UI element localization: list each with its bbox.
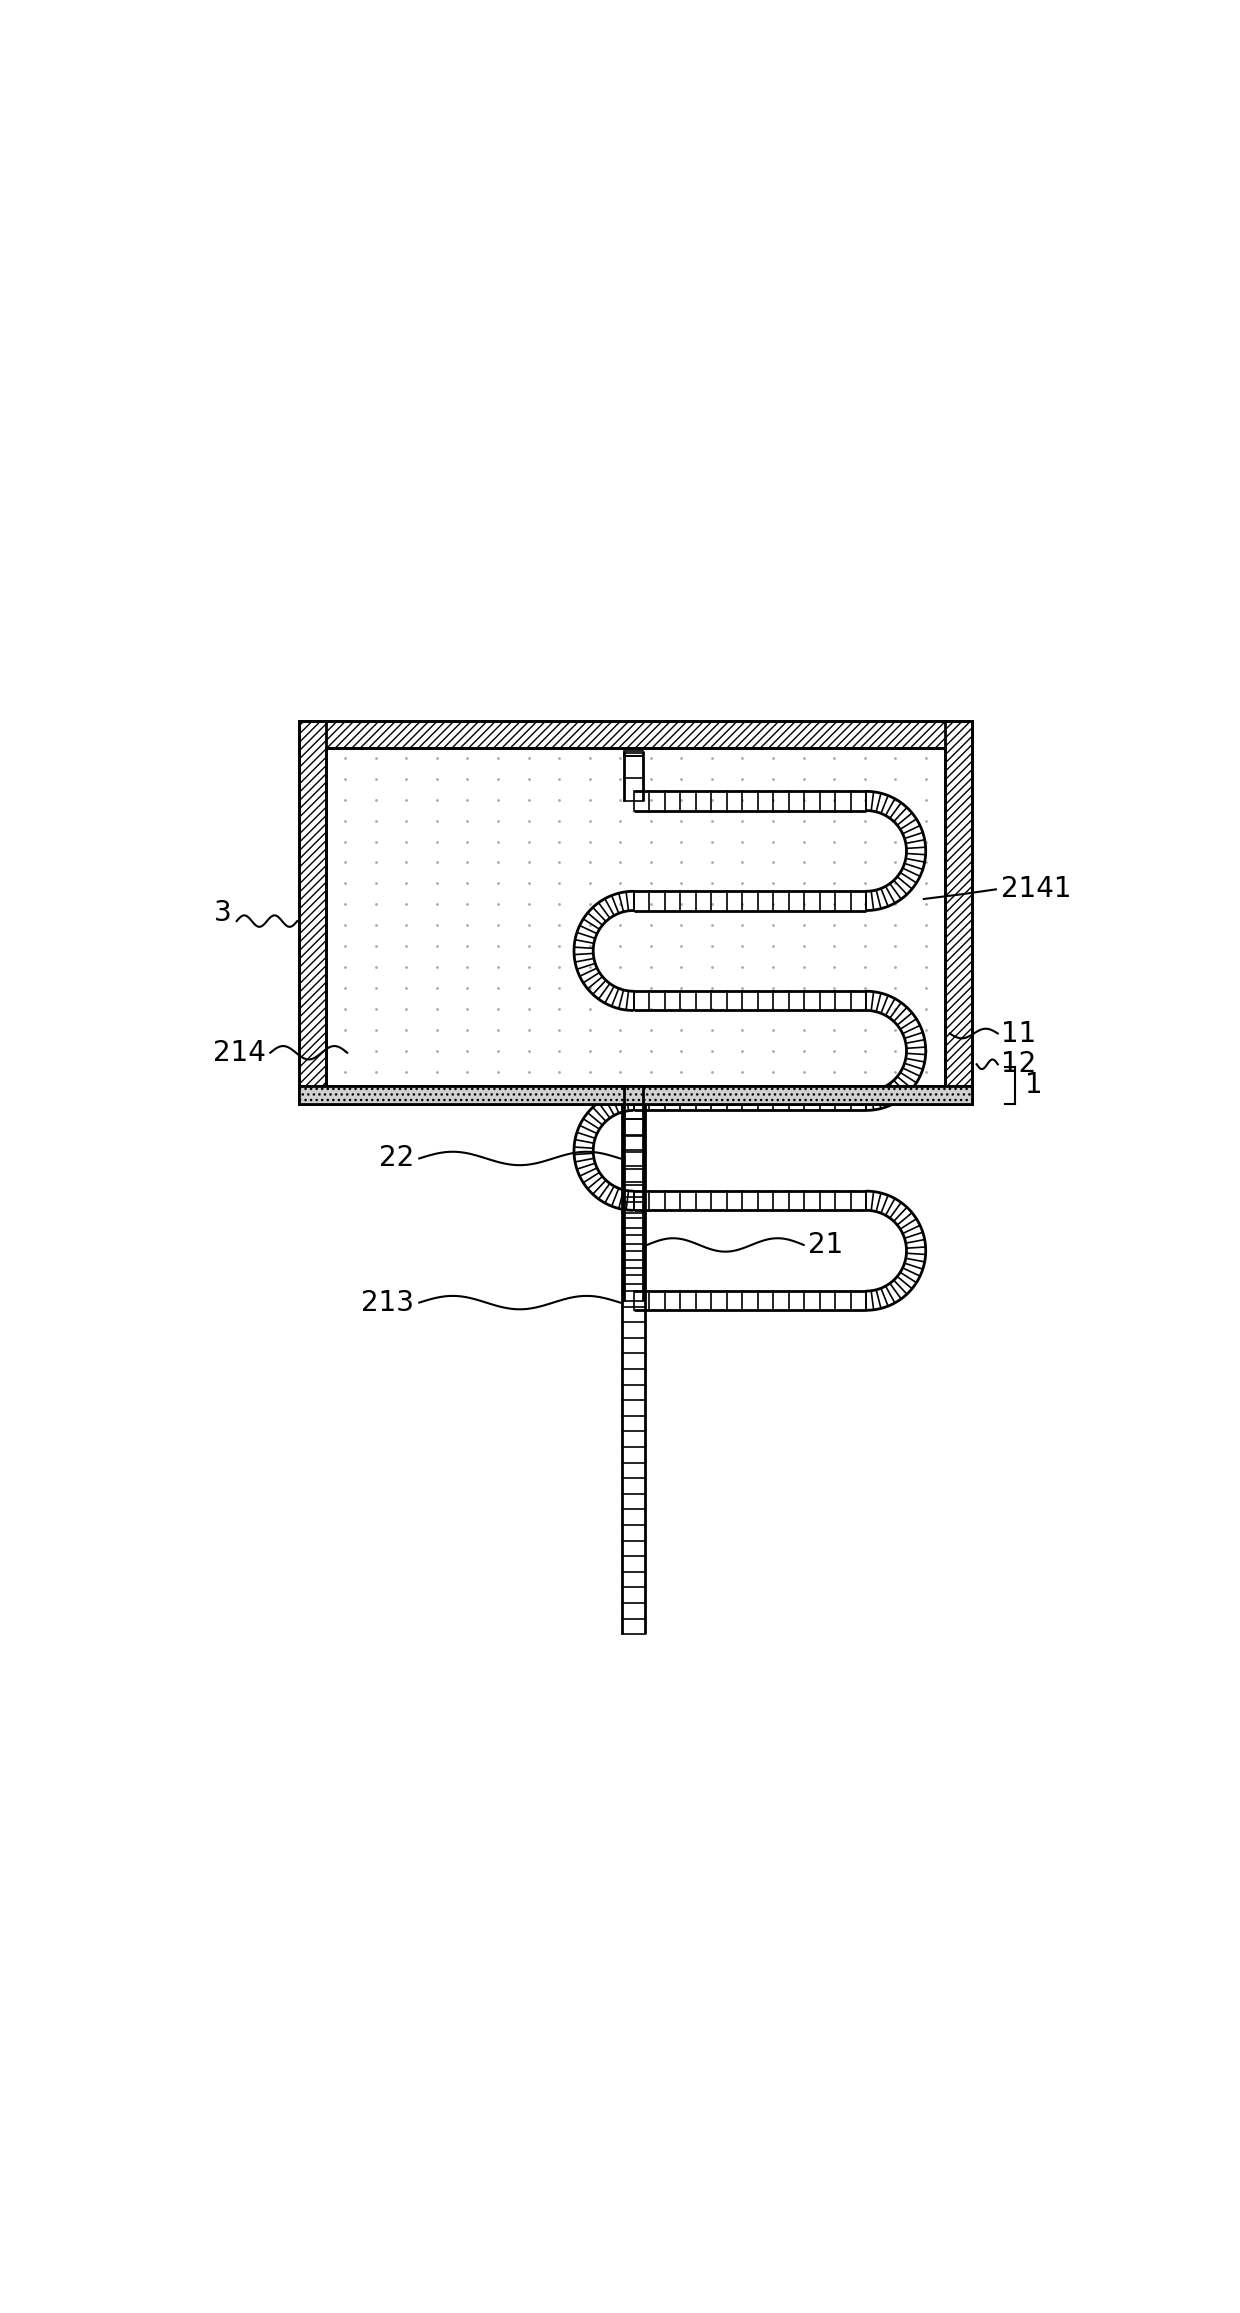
Text: 11: 11 xyxy=(1001,1020,1035,1048)
Text: 12: 12 xyxy=(1001,1050,1035,1078)
Text: 3: 3 xyxy=(213,900,231,928)
Text: 2141: 2141 xyxy=(1001,874,1071,904)
Bar xyxy=(299,722,326,1087)
Text: 22: 22 xyxy=(379,1145,414,1173)
Bar xyxy=(299,1087,972,1103)
Bar xyxy=(945,722,972,1087)
Bar xyxy=(299,722,972,747)
Text: 214: 214 xyxy=(212,1039,265,1066)
Text: 21: 21 xyxy=(808,1231,843,1258)
Bar xyxy=(299,1087,972,1103)
Text: 213: 213 xyxy=(362,1288,414,1316)
Bar xyxy=(326,747,945,1087)
Text: 1: 1 xyxy=(1024,1071,1043,1099)
